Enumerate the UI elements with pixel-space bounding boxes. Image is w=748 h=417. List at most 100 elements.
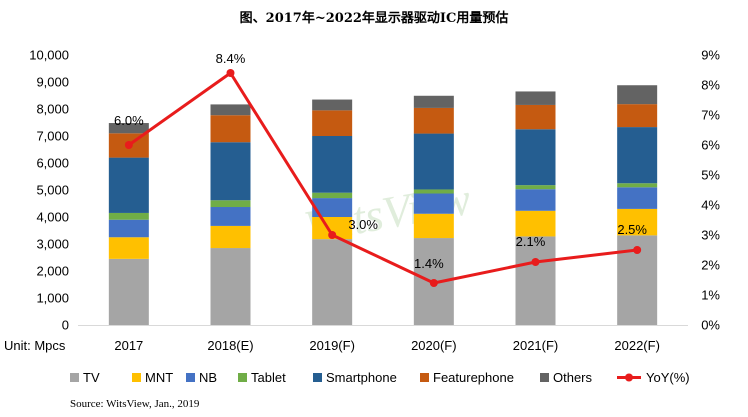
y-left-tick-label: 9,000 [36,75,69,90]
bar-segment-tv [210,248,251,325]
legend-label-tv: TV [83,370,100,385]
legend-label-nb: NB [199,370,217,385]
y-left-tick-label: 6,000 [36,156,69,171]
yoy-data-label: 3.0% [348,217,378,232]
bar-segment-mnt [210,225,251,249]
bar-segment-featurephone [617,104,658,128]
x-tick-label: 2019(F) [309,338,355,353]
legend-swatch-tv [70,373,79,382]
x-axis: 2017 2018(E) 2019(F) 2020(F) 2021(F) 2022(F) [78,325,688,353]
y-left-tick-label: 2,000 [36,264,69,279]
yoy-point [633,246,642,254]
legend-swatch-others [540,373,549,382]
bar-segment-nb [515,189,556,211]
bar-segment-tv [515,236,556,325]
bar-segment-nb [617,187,658,209]
unit-label: Unit: Mpcs [4,338,66,353]
y-right-tick-label: 6% [701,138,720,153]
yoy-data-label: 8.4% [216,51,246,66]
yoy-line-path [127,71,638,285]
x-tick-label: 2020(F) [411,338,457,353]
y-right-tick-label: 0% [701,318,720,333]
bar-segment-featurephone [413,107,454,134]
y-left-tick-label: 0 [62,318,69,333]
y-right-tick-label: 4% [701,198,720,213]
bar-segment-nb [413,193,454,214]
legend-label-mnt: MNT [145,370,173,385]
bar-segment-tablet [108,212,149,220]
legend-swatch-smartphone [313,373,322,382]
chart-title: 图、2017年~2022年显示器驱动IC用量预估 [240,10,509,26]
bar-segment-nb [108,219,149,238]
yoy-point [429,279,438,287]
bar-segment-mnt [312,217,353,240]
y-axis-right: 0% 1% 2% 3% 4% 5% 6% 7% 8% 9% [701,48,720,333]
bar-segment-smartphone [413,133,454,190]
y-right-tick-label: 1% [701,288,720,303]
y-left-tick-label: 7,000 [36,129,69,144]
bar-segment-mnt [515,210,556,237]
bar-segment-others [108,123,149,134]
y-left-tick-label: 10,000 [29,48,69,63]
bar-stack-2019f [312,99,353,325]
legend-swatch-featurephone [420,373,429,382]
bar-stack-2020f [413,95,454,325]
y-right-tick-label: 2% [701,258,720,273]
bar-segment-nb [312,198,353,217]
bar-segment-tablet [413,189,454,194]
yoy-point [531,258,540,266]
bar-segment-mnt [413,213,454,239]
yoy-line: 6.0% 8.4% 3.0% 1.4% 2.1% 2.5% [114,51,647,287]
y-right-tick-label: 3% [701,228,720,243]
bar-segment-tablet [515,185,556,190]
bar-segment-tv [108,258,149,325]
x-tick-label: 2018(E) [207,338,253,353]
legend-label-yoy: YoY(%) [646,370,690,385]
y-right-tick-label: 5% [701,168,720,183]
bar-stack-2021f [515,91,556,325]
bar-segment-mnt [108,237,149,259]
bar-stack-2018e [210,104,251,325]
y-right-tick-label: 7% [701,108,720,123]
x-tick-label: 2022(F) [614,338,660,353]
source-note: Source: WitsView, Jan., 2019 [70,398,200,410]
bar-segment-others [413,95,454,108]
yoy-point [226,69,235,77]
yoy-data-label: 2.1% [516,234,546,249]
yoy-data-label: 2.5% [617,222,647,237]
legend-label-smartphone: Smartphone [326,370,397,385]
bar-segment-others [210,104,251,116]
y-left-tick-label: 3,000 [36,237,69,252]
legend-swatch-tablet [238,373,247,382]
bar-segment-nb [210,207,251,226]
bar-segment-smartphone [617,127,658,184]
bar-segment-smartphone [108,157,149,213]
y-right-tick-label: 8% [701,78,720,93]
y-left-tick-label: 8,000 [36,102,69,117]
legend-marker-yoy [625,373,633,382]
bar-segment-smartphone [515,129,556,186]
bar-segment-featurephone [210,115,251,143]
bar-segment-featurephone [312,110,353,136]
y-left-tick-label: 4,000 [36,210,69,225]
bar-stack-2022f [617,85,658,325]
yoy-data-label: 1.4% [414,256,444,271]
bar-segment-smartphone [210,142,251,201]
x-tick-label: 2021(F) [513,338,559,353]
legend-label-featurephone: Featurephone [433,370,514,385]
yoy-point [124,141,133,149]
x-tick-label: 2017 [114,338,143,353]
legend-swatch-mnt [132,373,141,382]
bar-segment-others [515,91,556,105]
bar-segment-tv [312,239,353,325]
bar-segment-tablet [312,192,353,199]
yoy-data-label: 6.0% [114,113,144,128]
bar-stack-2017 [108,123,149,325]
bar-segment-tablet [617,183,658,188]
bar-segment-others [312,99,353,111]
yoy-point [328,231,337,239]
legend-label-others: Others [553,370,593,385]
legend-swatch-nb [186,373,195,382]
bar-segment-tablet [210,200,251,208]
